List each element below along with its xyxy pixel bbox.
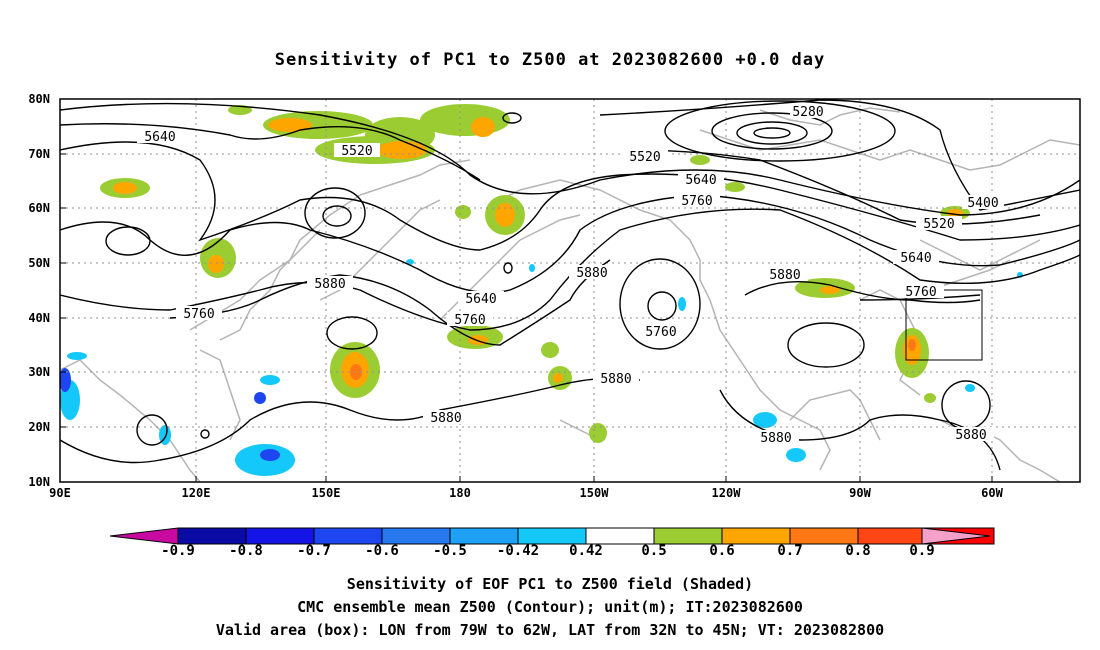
lon-label: 90W: [849, 486, 871, 500]
svg-text:5880: 5880: [760, 431, 791, 446]
contour-label: 5880: [948, 427, 994, 443]
svg-text:5880: 5880: [600, 372, 631, 387]
lat-label: 40N: [28, 311, 50, 325]
svg-text:5880: 5880: [430, 411, 461, 426]
lon-label: 150E: [311, 486, 341, 500]
caption-line-2: CMC ensemble mean Z500 (Contour); unit(m…: [297, 598, 803, 616]
svg-text:5280: 5280: [792, 105, 823, 120]
svg-text:5520: 5520: [629, 150, 660, 165]
contour-label: 5640: [137, 129, 183, 145]
map-frame: [59, 98, 1081, 483]
colorbar-under-triangle: [109, 527, 179, 545]
contour-label: 5760: [176, 306, 222, 322]
lat-label: 50N: [28, 256, 50, 270]
colorbar-over-triangle: [921, 527, 991, 545]
lon-label: 120W: [711, 486, 741, 500]
colorbar-cell: [857, 527, 927, 545]
colorbar-cell: [381, 527, 451, 545]
axis-ticks: [60, 98, 993, 483]
colorbar-cell: [721, 527, 791, 545]
colorbar-label: -0.5: [433, 543, 467, 559]
lat-label: 70N: [28, 147, 50, 161]
svg-text:5640: 5640: [900, 251, 931, 266]
contour-label: 5880: [753, 430, 799, 446]
contour-label: 5760: [638, 324, 684, 340]
lon-label: 120E: [181, 486, 211, 500]
colorbar-label: 0.6: [709, 543, 735, 559]
map-title: Sensitivity of PC1 to Z500 at 2023082600…: [274, 50, 826, 70]
contour-label: 5640: [893, 250, 939, 266]
contour-label: 5880: [423, 410, 469, 426]
svg-text:5400: 5400: [967, 196, 998, 211]
colorbar-label: 0.7: [777, 543, 803, 559]
colorbar-label: -0.9: [161, 543, 195, 559]
z500-closed-contours: [105, 99, 1080, 446]
lon-label: 60W: [981, 486, 1003, 500]
svg-text:5760: 5760: [681, 194, 712, 209]
gridlines: [60, 99, 1080, 482]
lat-label: 30N: [28, 365, 50, 379]
svg-text:5880: 5880: [955, 428, 986, 443]
svg-text:5640: 5640: [685, 173, 716, 188]
contour-label: 5280: [790, 104, 826, 120]
colorbar-label: -0.42: [496, 543, 540, 559]
contour-label: 5640: [678, 172, 724, 188]
colorbar-label: 0.42: [569, 543, 603, 559]
contour-label: 5760: [674, 193, 720, 209]
svg-text:5880: 5880: [769, 268, 800, 283]
colorbar-cell: [449, 527, 519, 545]
svg-text:5760: 5760: [645, 325, 676, 340]
svg-text:5640: 5640: [144, 130, 175, 145]
lat-label: 10N: [28, 475, 50, 489]
svg-text:5880: 5880: [314, 277, 345, 292]
colorbar: [109, 527, 995, 545]
svg-text:5760: 5760: [183, 307, 214, 322]
colorbar-cell: [585, 527, 655, 545]
svg-text:5760: 5760: [454, 313, 485, 328]
lat-label: 80N: [28, 92, 50, 106]
colorbar-label: 0.9: [909, 543, 935, 559]
colorbar-cell: [177, 527, 247, 545]
contour-label: 5760: [898, 284, 944, 300]
contour-label: 5640: [458, 291, 504, 307]
contour-label: 5760: [447, 312, 493, 328]
colorbar-label: 0.8: [845, 543, 871, 559]
contour-label: 5880: [569, 265, 615, 281]
colorbar-cell: [245, 527, 315, 545]
lon-label: 180: [449, 486, 471, 500]
contour-label: 5520: [622, 149, 668, 165]
svg-text:5520: 5520: [923, 217, 954, 232]
colorbar-cell: [789, 527, 859, 545]
svg-text:5520: 5520: [341, 144, 372, 159]
colorbar-label: 0.5: [641, 543, 667, 559]
colorbar-label: -0.8: [229, 543, 263, 559]
caption-line-3: Valid area (box): LON from 79W to 62W, L…: [215, 621, 885, 639]
caption-line-1: Sensitivity of EOF PC1 to Z500 field (Sh…: [346, 575, 754, 593]
contour-label: 5880: [593, 371, 639, 387]
lat-label: 60N: [28, 201, 50, 215]
svg-text:5760: 5760: [905, 285, 936, 300]
lat-label: 20N: [28, 420, 50, 434]
colorbar-label: -0.7: [297, 543, 331, 559]
colorbar-cell: [517, 527, 587, 545]
colorbar-cell: [313, 527, 383, 545]
contour-label: 5400: [962, 195, 1004, 211]
contour-labels: 5280 5400 5520 5520 5520 5640 5640 5640 …: [137, 104, 1004, 446]
colorbar-cell: [653, 527, 723, 545]
colorbar-label: -0.6: [365, 543, 399, 559]
svg-text:5640: 5640: [465, 292, 496, 307]
contour-label: 5880: [307, 276, 353, 292]
contour-label: 5520: [916, 216, 962, 232]
contour-label: 5880: [762, 267, 808, 283]
lon-label: 150W: [579, 486, 609, 500]
contour-label: 5520: [334, 143, 380, 159]
svg-text:5880: 5880: [576, 266, 607, 281]
lon-label: 90E: [49, 486, 71, 500]
